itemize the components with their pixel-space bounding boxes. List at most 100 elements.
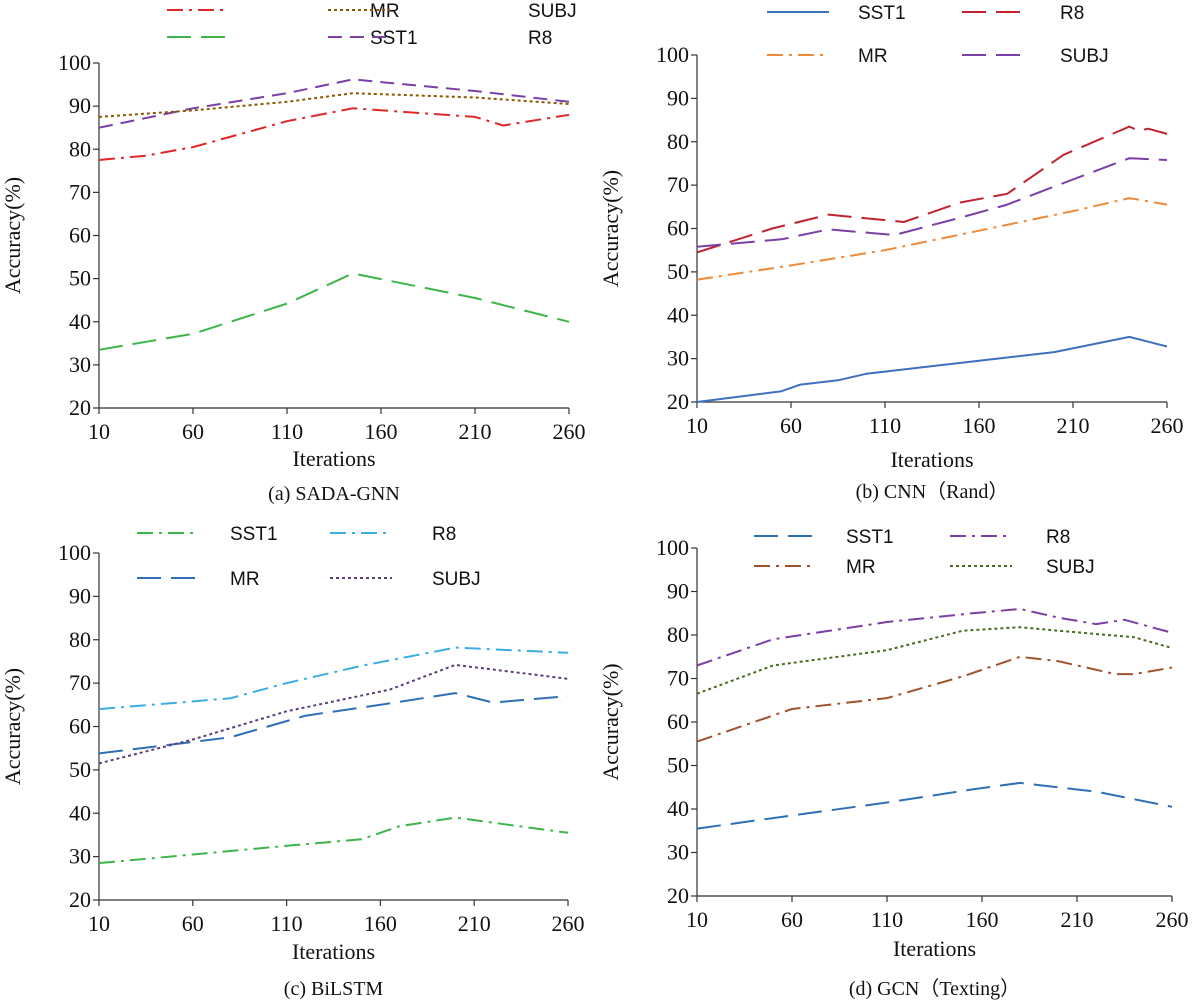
legend-label-subj: SUBJ: [1046, 557, 1095, 578]
legend-label-r8: R8: [1046, 527, 1070, 548]
legend-label-sst1: SST1: [846, 527, 894, 548]
y-tick-label: 20: [667, 883, 689, 908]
data-point-r8: [771, 228, 773, 230]
data-point-mr: [380, 704, 382, 706]
y-tick-label: 30: [69, 844, 91, 869]
y-tick-label: 80: [667, 129, 689, 154]
y-tick-label: 50: [667, 259, 689, 284]
x-tick-label: 110: [271, 911, 303, 936]
data-point-subj: [1133, 636, 1135, 638]
data-point-subj: [781, 239, 783, 241]
legend-label-r8: R8: [528, 28, 552, 49]
y-tick-label: 30: [667, 840, 689, 865]
data-point-mr: [455, 692, 457, 694]
data-point-subj: [959, 217, 961, 219]
y-axis-label: Accuracy(%): [598, 663, 623, 780]
data-point-subj: [894, 234, 896, 236]
data-point-r8: [959, 202, 961, 204]
chart-caption: (a) SADA-GNN: [268, 483, 400, 505]
x-tick-label: 260: [1156, 907, 1189, 932]
legend-label-mr: MR: [858, 46, 888, 67]
y-tick-label: 60: [667, 709, 689, 734]
data-point-mr: [192, 146, 194, 148]
data-point-r8: [567, 652, 569, 654]
data-point-subj: [1171, 647, 1173, 649]
data-point-mr: [230, 737, 232, 739]
y-axis-label: Accuracy(%): [0, 668, 25, 785]
data-point-mr: [1114, 673, 1116, 675]
data-point-sst1: [286, 303, 288, 305]
data-point-r8: [1063, 154, 1065, 156]
data-point-r8: [886, 621, 888, 623]
x-tick-label: 60: [182, 419, 204, 444]
x-tick-label: 260: [1151, 413, 1184, 438]
data-point-r8: [98, 127, 100, 129]
y-tick-label: 90: [69, 93, 91, 118]
legend-label-subj: SUBJ: [528, 1, 577, 22]
data-point-sst1: [1095, 791, 1097, 793]
x-tick-label: 210: [1061, 907, 1094, 932]
chart-panel-3: 20 30 40 50 60 70 80 90 100 10 60 110 160 210 260 Itera…: [0, 524, 585, 1000]
x-tick-label: 210: [458, 911, 491, 936]
x-axis-label: Iterations: [292, 446, 375, 471]
data-point-mr: [1072, 210, 1074, 212]
y-tick-label: 20: [667, 389, 689, 414]
x-tick-label: 10: [88, 419, 110, 444]
data-point-sst1: [972, 789, 974, 791]
x-axis-label: Iterations: [292, 939, 375, 964]
x-tick-label: 160: [365, 419, 398, 444]
data-point-mr: [790, 265, 792, 267]
data-point-sst1: [837, 380, 839, 382]
data-point-mr: [98, 753, 100, 755]
data-point-sst1: [1166, 346, 1168, 348]
x-tick-label: 160: [966, 907, 999, 932]
series-line-r8: [696, 125, 1168, 254]
y-tick-label: 40: [667, 796, 689, 821]
data-point-mr: [696, 741, 698, 743]
x-tick-label: 110: [271, 419, 303, 444]
series-line-subj: [696, 157, 1168, 248]
data-point-r8: [772, 639, 774, 641]
data-point-mr: [502, 125, 504, 127]
data-point-subj: [474, 97, 476, 99]
data-point-mr: [286, 120, 288, 122]
data-point-mr: [1129, 197, 1131, 199]
x-tick-label: 60: [182, 911, 204, 936]
data-point-subj: [98, 763, 100, 765]
data-point-subj: [962, 630, 964, 632]
data-point-mr: [962, 676, 964, 678]
data-point-sst1: [886, 802, 888, 804]
data-point-mr: [886, 697, 888, 699]
data-point-r8: [455, 647, 457, 649]
y-axis-label: Accuracy(%): [598, 170, 623, 287]
data-point-mr: [474, 116, 476, 118]
data-point-r8: [696, 665, 698, 667]
data-point-r8: [1124, 619, 1126, 621]
x-axis-label: Iterations: [893, 936, 976, 961]
legend-label-subj: SUBJ: [432, 569, 481, 590]
series-line-sst1: [98, 272, 570, 351]
series-line-r8: [98, 78, 570, 129]
data-point-subj: [1057, 630, 1059, 632]
chart-caption: (b) CNN（Rand）: [856, 480, 1009, 503]
series-line-sst1: [696, 781, 1173, 830]
data-point-r8: [361, 665, 363, 667]
y-tick-label: 90: [69, 583, 91, 608]
data-point-sst1: [98, 862, 100, 864]
data-point-subj: [455, 664, 457, 666]
chart-panel-4: 20 30 40 50 60 70 80 90 100 10 60 110 160 210 260 Itera…: [598, 527, 1189, 1000]
y-tick-label: 30: [69, 352, 91, 377]
data-point-subj: [192, 739, 194, 741]
legend-label-sst1: SST1: [370, 28, 418, 49]
legend-label-mr: MR: [370, 1, 400, 22]
data-point-mr: [98, 159, 100, 161]
data-point-r8: [474, 90, 476, 92]
data-point-r8: [1006, 193, 1008, 195]
data-point-subj: [1063, 182, 1065, 184]
series-line-mr: [98, 107, 570, 161]
series-line-r8: [98, 646, 569, 711]
data-point-r8: [1095, 623, 1097, 625]
y-tick-label: 20: [69, 887, 91, 912]
data-point-r8: [192, 107, 194, 109]
x-tick-label: 110: [871, 907, 903, 932]
